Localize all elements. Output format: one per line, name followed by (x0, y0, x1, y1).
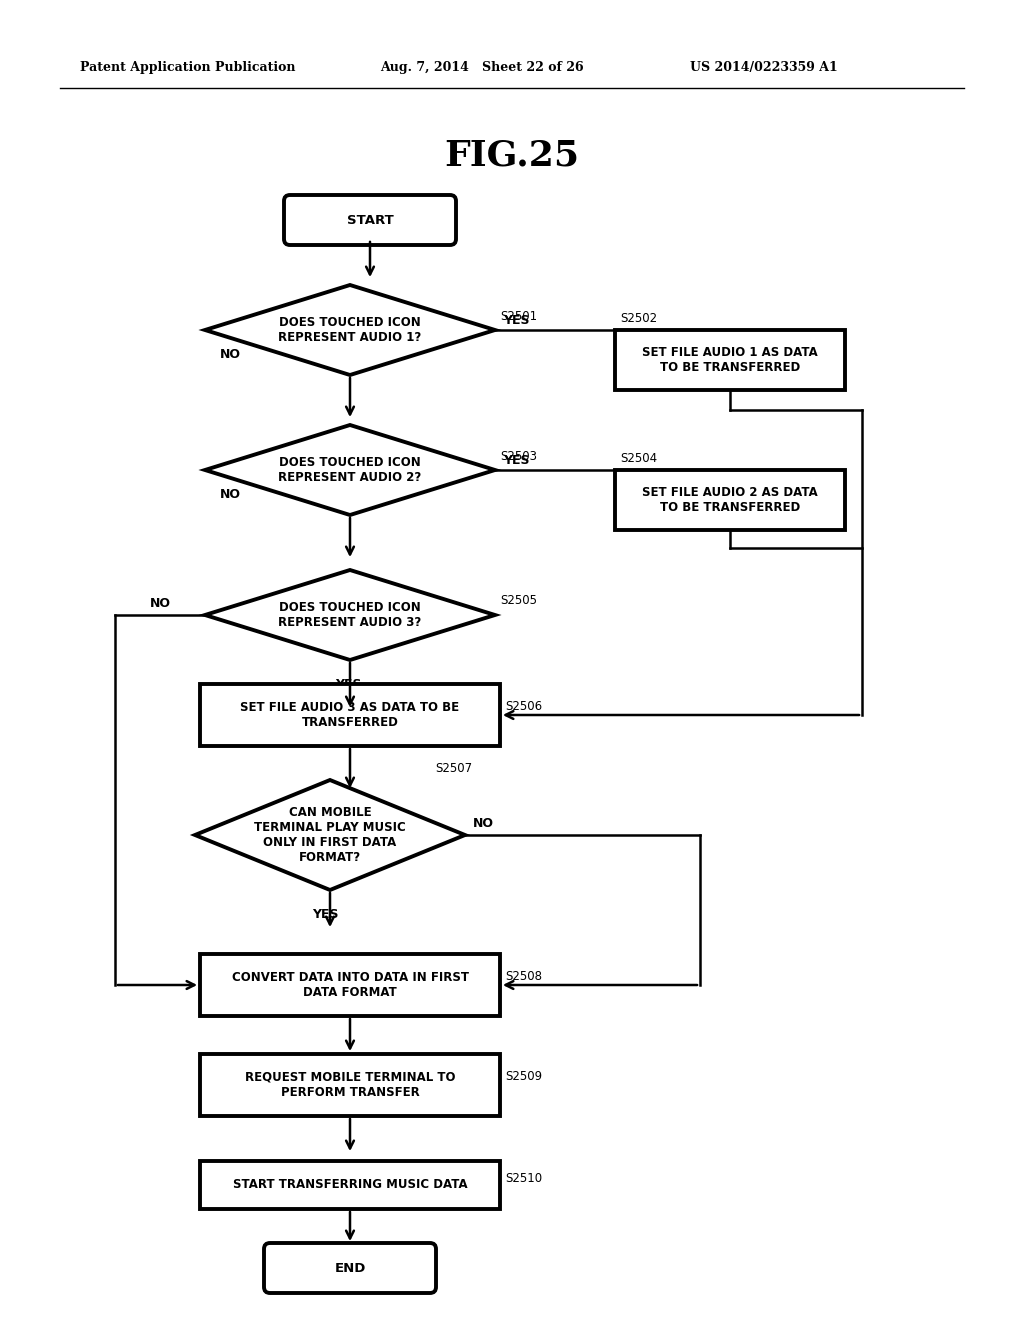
Text: S2504: S2504 (620, 451, 657, 465)
Polygon shape (205, 285, 495, 375)
Bar (200, 684, 500, 746)
Text: SET FILE AUDIO 1 AS DATA
TO BE TRANSFERRED: SET FILE AUDIO 1 AS DATA TO BE TRANSFERR… (642, 346, 818, 374)
Text: NO: NO (150, 597, 171, 610)
Polygon shape (195, 780, 465, 890)
Text: CONVERT DATA INTO DATA IN FIRST
DATA FORMAT: CONVERT DATA INTO DATA IN FIRST DATA FOR… (231, 972, 469, 999)
Text: S2509: S2509 (505, 1071, 542, 1082)
Text: US 2014/0223359 A1: US 2014/0223359 A1 (690, 62, 838, 74)
Text: START: START (347, 214, 393, 227)
Text: S2507: S2507 (435, 762, 472, 775)
Polygon shape (205, 425, 495, 515)
Bar (200, 1053, 500, 1115)
Text: Patent Application Publication: Patent Application Publication (80, 62, 296, 74)
Text: S2510: S2510 (505, 1172, 542, 1185)
Bar (615, 330, 845, 389)
Text: NO: NO (220, 488, 241, 502)
Text: Aug. 7, 2014   Sheet 22 of 26: Aug. 7, 2014 Sheet 22 of 26 (380, 62, 584, 74)
Text: CAN MOBILE
TERMINAL PLAY MUSIC
ONLY IN FIRST DATA
FORMAT?: CAN MOBILE TERMINAL PLAY MUSIC ONLY IN F… (254, 807, 406, 865)
Text: S2503: S2503 (500, 450, 537, 462)
Bar (200, 954, 500, 1016)
Text: START TRANSFERRING MUSIC DATA: START TRANSFERRING MUSIC DATA (232, 1179, 467, 1192)
Text: S2508: S2508 (505, 970, 542, 983)
FancyBboxPatch shape (284, 195, 456, 246)
Text: SET FILE AUDIO 3 AS DATA TO BE
TRANSFERRED: SET FILE AUDIO 3 AS DATA TO BE TRANSFERR… (241, 701, 460, 729)
Text: S2506: S2506 (505, 700, 542, 713)
Text: SET FILE AUDIO 2 AS DATA
TO BE TRANSFERRED: SET FILE AUDIO 2 AS DATA TO BE TRANSFERR… (642, 486, 818, 513)
Text: YES: YES (335, 678, 361, 690)
Text: YES: YES (312, 908, 339, 921)
Text: NO: NO (473, 817, 494, 830)
Text: S2501: S2501 (500, 309, 538, 322)
Polygon shape (205, 570, 495, 660)
Text: YES: YES (503, 454, 529, 467)
Text: S2502: S2502 (620, 312, 657, 325)
Text: REQUEST MOBILE TERMINAL TO
PERFORM TRANSFER: REQUEST MOBILE TERMINAL TO PERFORM TRANS… (245, 1071, 456, 1100)
Bar (615, 470, 845, 531)
Text: FIG.25: FIG.25 (444, 139, 580, 172)
FancyBboxPatch shape (264, 1243, 436, 1294)
Text: DOES TOUCHED ICON
REPRESENT AUDIO 3?: DOES TOUCHED ICON REPRESENT AUDIO 3? (279, 601, 422, 630)
Text: YES: YES (503, 314, 529, 327)
Text: DOES TOUCHED ICON
REPRESENT AUDIO 1?: DOES TOUCHED ICON REPRESENT AUDIO 1? (279, 315, 422, 345)
Text: END: END (334, 1262, 366, 1275)
Text: DOES TOUCHED ICON
REPRESENT AUDIO 2?: DOES TOUCHED ICON REPRESENT AUDIO 2? (279, 455, 422, 484)
Text: S2505: S2505 (500, 594, 537, 607)
Text: NO: NO (220, 348, 241, 360)
Bar (200, 1162, 500, 1209)
